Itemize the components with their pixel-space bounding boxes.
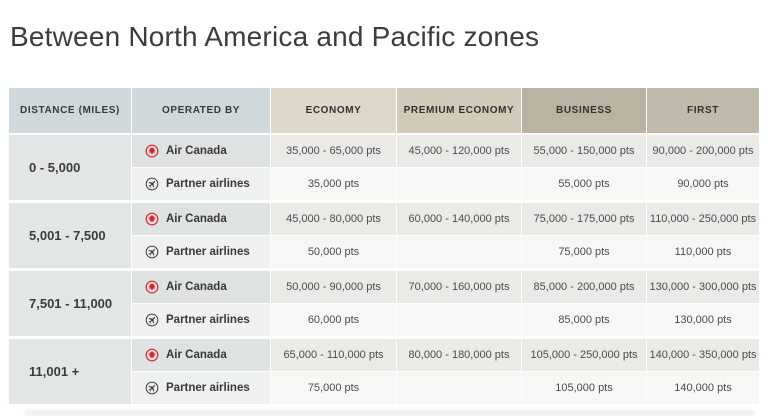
partner-airplane-icon bbox=[145, 313, 159, 327]
distance-band-11001-plus: 11,001 + Air Canada 65,000 - 110,000 pts… bbox=[9, 339, 759, 404]
partner-airplane-icon bbox=[145, 381, 159, 395]
table-header-row: DISTANCE (MILES) OPERATED BY ECONOMY PRE… bbox=[9, 88, 759, 133]
operator-cell-partner-airlines: Partner airlines bbox=[132, 304, 270, 336]
air-canada-roundel-icon bbox=[145, 348, 159, 362]
operator-label: Partner airlines bbox=[166, 382, 250, 394]
first-value: 140,000 pts bbox=[647, 372, 759, 404]
header-premium-economy: PREMIUM ECONOMY bbox=[397, 88, 521, 133]
header-first: FIRST bbox=[647, 88, 759, 133]
business-value: 85,000 - 200,000 pts bbox=[522, 271, 646, 303]
distance-cell: 7,501 - 11,000 bbox=[9, 271, 131, 336]
distance-band-5001-7500: 5,001 - 7,500 Air Canada 45,000 - 80,000… bbox=[9, 203, 759, 268]
business-value: 75,000 pts bbox=[522, 236, 646, 268]
operator-label: Air Canada bbox=[166, 213, 227, 225]
header-operated-by: OPERATED BY bbox=[132, 88, 270, 133]
operator-label: Partner airlines bbox=[166, 246, 250, 258]
premium-economy-value: 60,000 - 140,000 pts bbox=[397, 203, 521, 235]
economy-value: 45,000 - 80,000 pts bbox=[271, 203, 396, 235]
business-value: 55,000 - 150,000 pts bbox=[522, 135, 646, 167]
page-title: Between North America and Pacific zones bbox=[10, 20, 540, 52]
air-canada-roundel-icon bbox=[145, 144, 159, 158]
first-value: 90,000 - 200,000 pts bbox=[647, 135, 759, 167]
operator-cell-air-canada: Air Canada bbox=[132, 271, 270, 303]
air-canada-roundel-icon bbox=[145, 280, 159, 294]
header-distance-miles: DISTANCE (MILES) bbox=[9, 88, 131, 133]
partner-airplane-icon bbox=[145, 177, 159, 191]
distance-band-0-5000: 0 - 5,000 Air Canada 35,000 - 65,000 pts… bbox=[9, 135, 759, 200]
cut-off-content-artifact bbox=[25, 411, 755, 415]
operator-label: Air Canada bbox=[166, 145, 227, 157]
business-value: 105,000 pts bbox=[522, 372, 646, 404]
business-value: 85,000 pts bbox=[522, 304, 646, 336]
economy-value: 65,000 - 110,000 pts bbox=[271, 339, 396, 371]
operator-cell-air-canada: Air Canada bbox=[132, 203, 270, 235]
premium-economy-value: 80,000 - 180,000 pts bbox=[397, 339, 521, 371]
operator-cell-air-canada: Air Canada bbox=[132, 339, 270, 371]
business-value: 105,000 - 250,000 pts bbox=[522, 339, 646, 371]
operator-cell-air-canada: Air Canada bbox=[132, 135, 270, 167]
operator-label: Air Canada bbox=[166, 349, 227, 361]
economy-value: 75,000 pts bbox=[271, 372, 396, 404]
premium-economy-value: 70,000 - 160,000 pts bbox=[397, 271, 521, 303]
economy-value: 35,000 - 65,000 pts bbox=[271, 135, 396, 167]
economy-value: 50,000 - 90,000 pts bbox=[271, 271, 396, 303]
premium-economy-value bbox=[397, 372, 521, 404]
first-value: 110,000 - 250,000 pts bbox=[647, 203, 759, 235]
distance-band-7501-11000: 7,501 - 11,000 Air Canada 50,000 - 90,00… bbox=[9, 271, 759, 336]
first-value: 130,000 - 300,000 pts bbox=[647, 271, 759, 303]
business-value: 55,000 pts bbox=[522, 168, 646, 200]
operator-cell-partner-airlines: Partner airlines bbox=[132, 372, 270, 404]
header-business: BUSINESS bbox=[522, 88, 646, 133]
economy-value: 50,000 pts bbox=[271, 236, 396, 268]
header-economy: ECONOMY bbox=[271, 88, 396, 133]
partner-airplane-icon bbox=[145, 245, 159, 259]
economy-value: 60,000 pts bbox=[271, 304, 396, 336]
distance-cell: 5,001 - 7,500 bbox=[9, 203, 131, 268]
first-value: 140,000 - 350,000 pts bbox=[647, 339, 759, 371]
premium-economy-value bbox=[397, 236, 521, 268]
first-value: 130,000 pts bbox=[647, 304, 759, 336]
business-value: 75,000 - 175,000 pts bbox=[522, 203, 646, 235]
first-value: 110,000 pts bbox=[647, 236, 759, 268]
operator-cell-partner-airlines: Partner airlines bbox=[132, 236, 270, 268]
premium-economy-value: 45,000 - 120,000 pts bbox=[397, 135, 521, 167]
economy-value: 35,000 pts bbox=[271, 168, 396, 200]
air-canada-roundel-icon bbox=[145, 212, 159, 226]
operator-label: Partner airlines bbox=[166, 178, 250, 190]
operator-label: Air Canada bbox=[166, 281, 227, 293]
first-value: 90,000 pts bbox=[647, 168, 759, 200]
distance-cell: 11,001 + bbox=[9, 339, 131, 404]
distance-cell: 0 - 5,000 bbox=[9, 135, 131, 200]
award-chart-table: DISTANCE (MILES) OPERATED BY ECONOMY PRE… bbox=[9, 88, 759, 407]
operator-cell-partner-airlines: Partner airlines bbox=[132, 168, 270, 200]
premium-economy-value bbox=[397, 304, 521, 336]
operator-label: Partner airlines bbox=[166, 314, 250, 326]
premium-economy-value bbox=[397, 168, 521, 200]
